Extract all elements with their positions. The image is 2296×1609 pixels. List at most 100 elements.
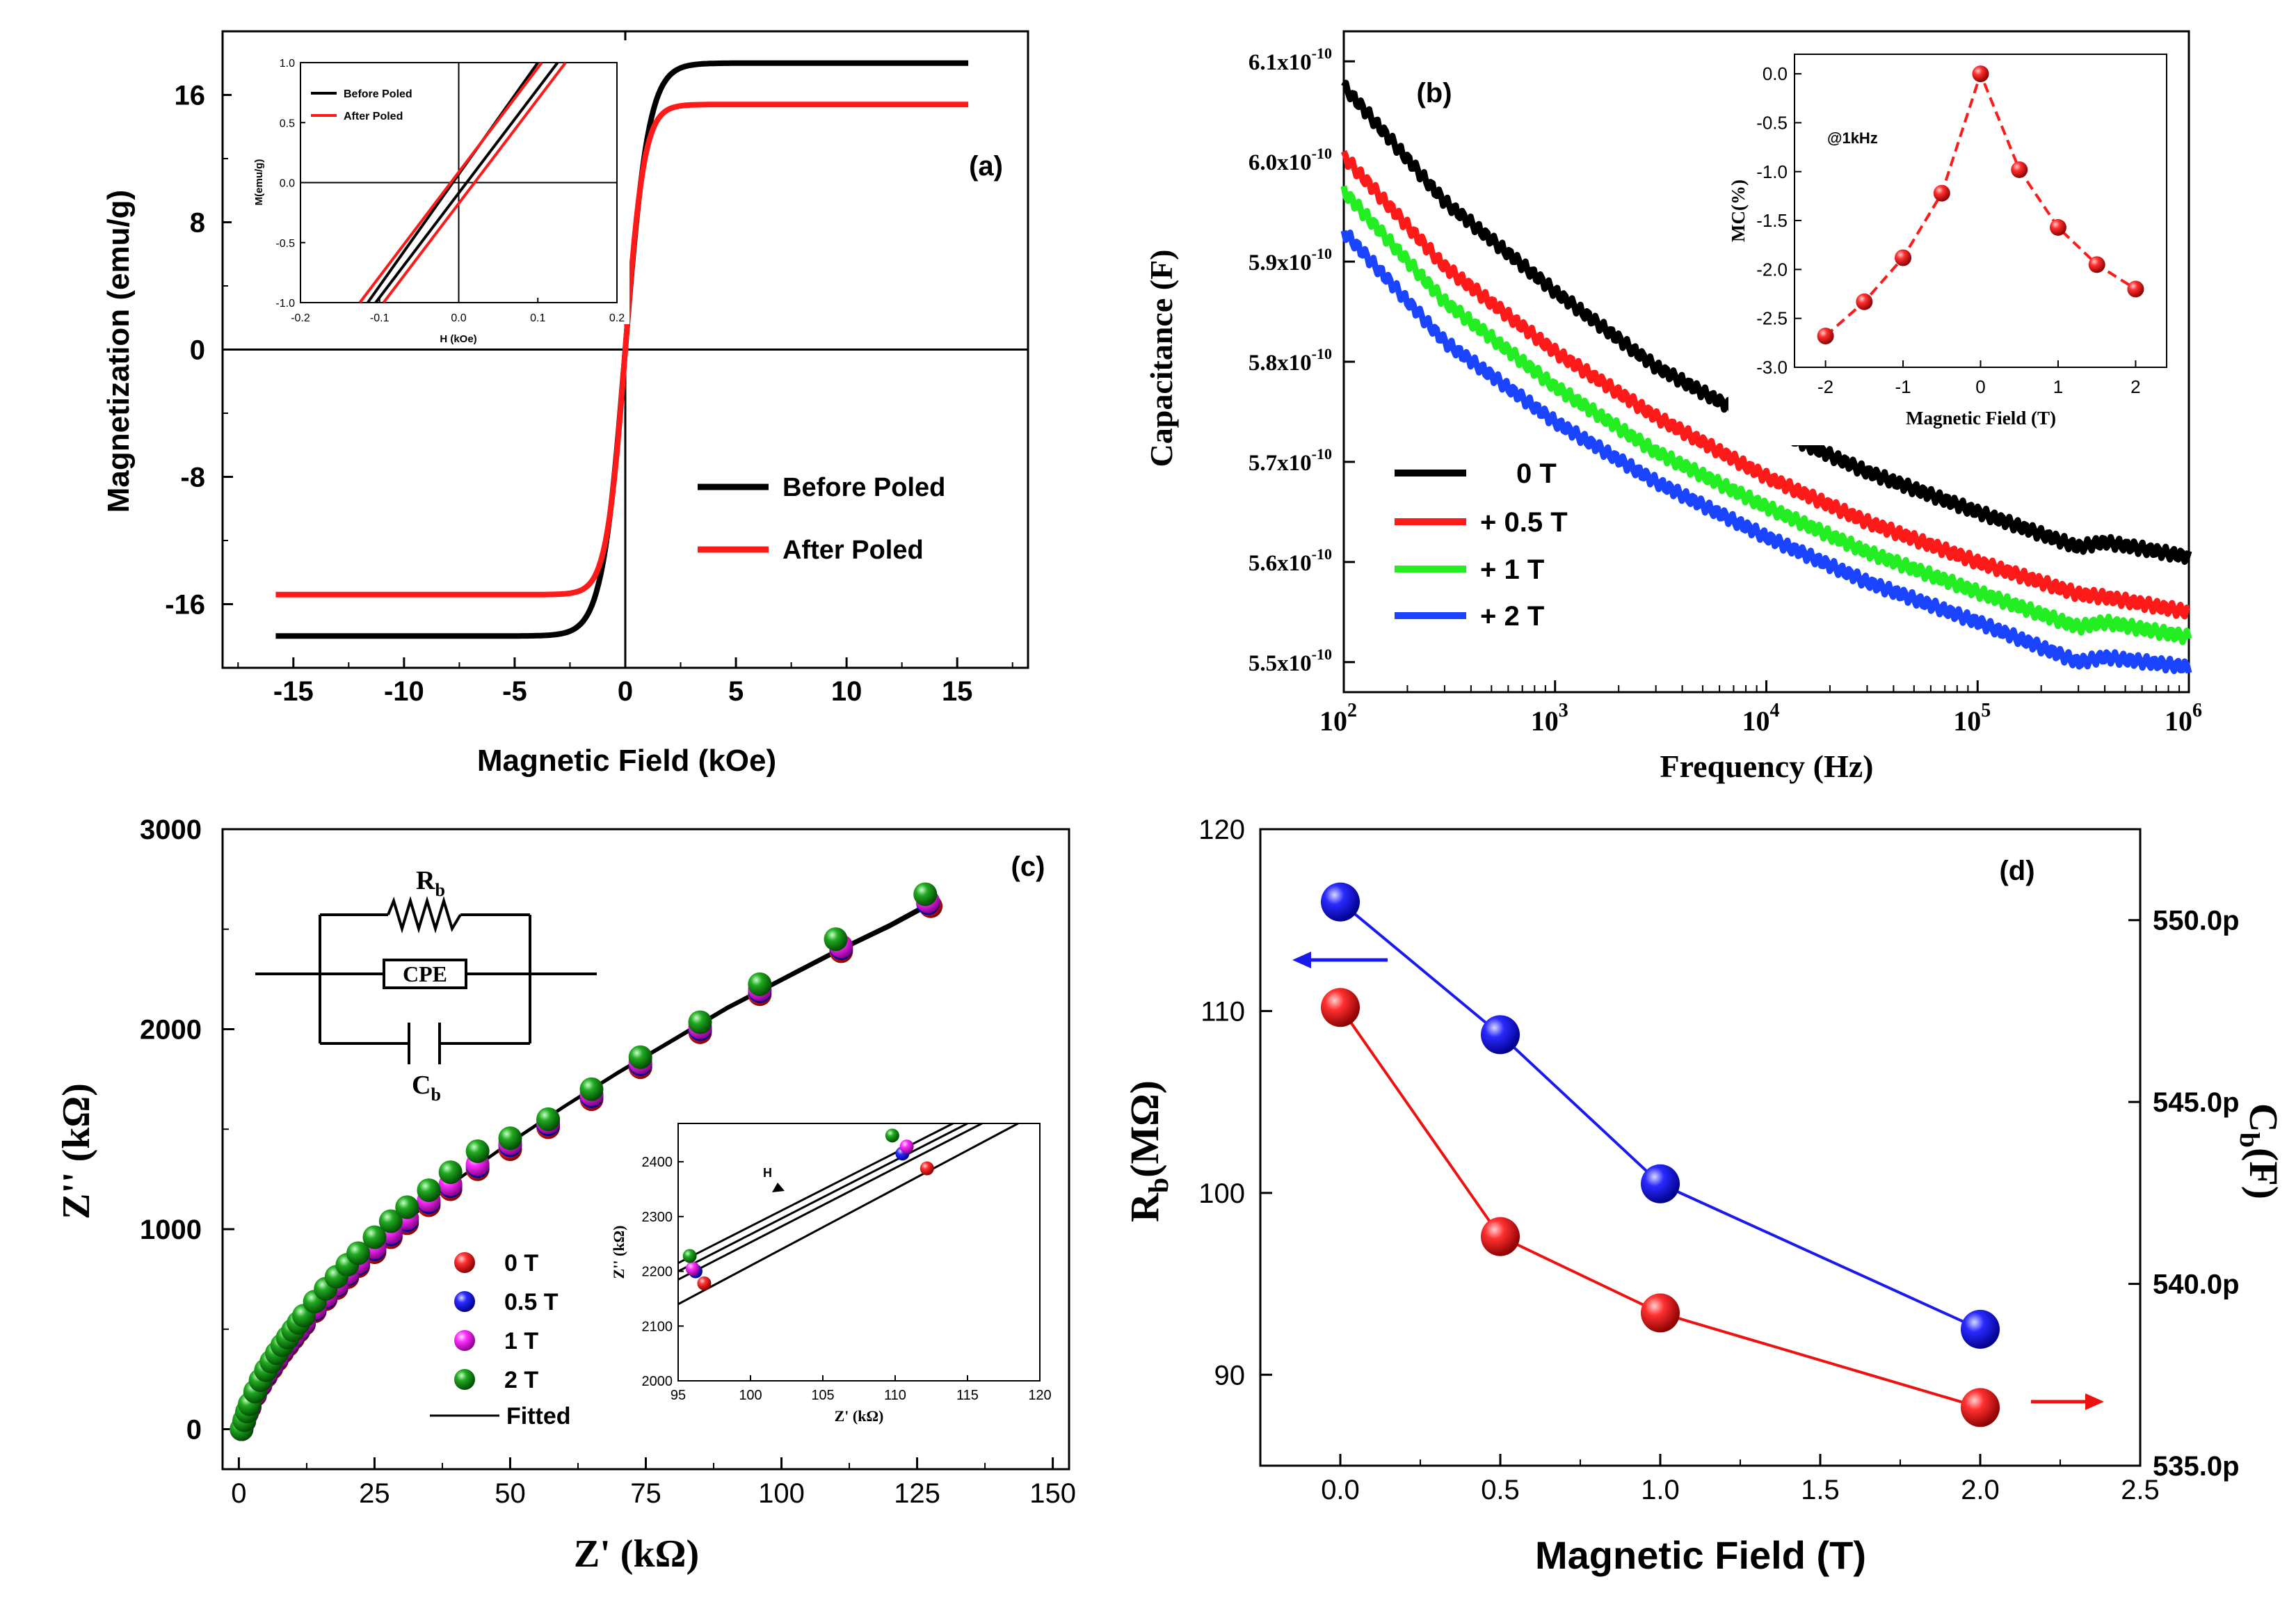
inset-y-tick-label: 0.0 [280,178,295,190]
x-tick-label: 103 [1531,700,1568,737]
circuit-label-rb-sub: b [435,880,444,900]
data-point-rb [1481,1015,1520,1055]
legend-marker-0-5t [454,1291,475,1312]
panel-d-y-ticks: 90 100 110 120 [1198,815,1272,1391]
panel-a-inset-y-axis-title: M(emu/g) [253,159,265,206]
panel-d-y2-axis-title-sub: b [2234,1132,2265,1148]
panel-b-label: (b) [1416,78,1452,109]
series-line-1-t [1340,185,2192,646]
inset-y-tick-label: -2.5 [1756,308,1788,329]
y2-tick-label: 550.0p [2153,906,2240,936]
arrow-right-icon [2085,1393,2104,1410]
panel-a-inset-zero-axes [300,63,617,303]
y-tick-label: 5.7x10-10 [1249,445,1332,476]
panel-b-inset-annotation: @1kHz [1827,129,1878,147]
panel-b-inset-series [1817,65,2144,344]
y-tick-label: 16 [175,81,206,111]
legend-label-before-poled: Before Poled [782,473,945,502]
resistor-symbol [387,896,462,934]
inset-fitted-line [677,1122,1019,1306]
panel-a-x-ticks: -15 -10 -5 0 5 10 15 [237,657,1013,707]
inset-y-tick-label: -3.0 [1756,357,1788,378]
legend-label-2t: + 2 T [1480,601,1544,632]
panel-a: -15 -10 -5 0 5 10 15 -16 -8 0 8 16 (a) Magnetic Fi… [102,30,1029,778]
y-tick-label: 1000 [140,1215,202,1245]
x-tick-label: 0.5 [1481,1475,1520,1505]
x-tick-label: 105 [1953,700,1991,737]
panel-b-inset-x-ticks: -2 -1 0 1 2 [1817,360,2141,397]
y-tick-label: 5.5x10-10 [1249,646,1332,676]
data-point-cb [1321,988,1360,1027]
panel-b-y-ticks: 5.5x10-10 5.6x10-10 5.7x10-10 5.8x10-10 5.9x… [1249,45,1355,676]
panel-c-inset-y-ticks: 2000 2100 2200 2300 2400 [642,1155,684,1389]
panel-d-x-axis-title: Magnetic Field (T) [1535,1533,1866,1577]
data-point-cb [1641,1293,1680,1333]
inset-y-tick-label: 1.0 [280,58,295,70]
inset-legend-label-before-poled: Before Poled [344,88,412,100]
inset-x-tick-label: -1 [1895,376,1911,397]
legend-marker-1t [454,1330,475,1351]
x-tick-label: 5 [728,676,744,707]
panel-c-inset-x-axis-title: Z' (kΩ) [835,1407,884,1425]
x-tick-label: 15 [942,676,973,707]
legend-label-fitted: Fitted [506,1403,571,1430]
circuit-label-rb-main: R [416,866,435,895]
y-tick-label: 0 [190,335,205,366]
x-tick-label: 0.0 [1321,1475,1360,1505]
x-tick-label: 0 [618,676,633,707]
data-point-cb [1961,1388,2000,1427]
inset-line-after-poled-branch-down [382,63,567,303]
panel-c-x-axis-title: Z' (kΩ) [574,1532,699,1576]
x-tick-label: 104 [1742,700,1780,737]
panel-b-inset-y-axis-title: MC(%) [1728,179,1749,242]
inset-x-tick-label: 1 [2053,376,2063,397]
x-tick-label: 150 [1029,1478,1076,1509]
x-tick-label: 2.0 [1961,1475,2000,1505]
data-point-cb [1481,1217,1520,1256]
panel-a-y-ticks: -16 -8 0 8 16 [165,31,233,669]
x-tick-label: 10 [831,676,862,707]
inset-y-tick-label: -1.0 [275,298,295,310]
legend-label-c-2t: 2 T [504,1367,538,1393]
inset-x-tick-label: -0.2 [291,312,310,324]
data-point-2-t [378,1209,403,1233]
inset-point-0-t [920,1161,934,1176]
y-tick-label: -8 [180,463,205,493]
x-tick-label: 125 [894,1478,940,1509]
inset-point-2-t [682,1249,697,1263]
inset-x-tick-label: 120 [1028,1388,1051,1403]
inset-y-tick-label: 2400 [642,1155,673,1170]
legend-label-c-1t: 1 T [504,1328,538,1354]
panel-d: 0.0 0.5 1.0 1.5 2.0 2.5 90 100 110 120 535.0p 540… [1122,815,2286,1577]
y-tick-label: 6.0x10-10 [1249,145,1332,175]
y-tick-label: 3000 [140,815,202,845]
panel-d-y2-axis-title-main: C [2241,1103,2286,1132]
panel-a-legend: Before Poled After Poled [698,473,945,565]
panel-c-inset-lines [677,1122,1019,1306]
panel-d-y-axis-title-main: R [1122,1192,1167,1222]
inset-point-2-t [885,1128,899,1143]
y-tick-label: 6.1x10-10 [1249,45,1332,75]
inset-x-tick-label: 0.2 [609,312,625,324]
y-tick-label: 90 [1214,1360,1246,1391]
inset-point-1-t [685,1261,700,1276]
data-point-2-t [346,1241,371,1265]
x-tick-label: 25 [359,1478,390,1509]
panel-c-label: (c) [1011,851,1045,882]
panel-c-inset: 95 100 105 110 115 120 2000 2100 2200 2300 2400 H… [610,1106,1052,1426]
data-point-2-t [748,972,772,996]
panel-b-inset-y-ticks: -3.0 -2.5 -2.0 -1.5 -1.0 -0.5 0.0 [1756,63,1801,378]
y2-tick-label: 540.0p [2153,1270,2240,1300]
panel-a-x-axis-title: Magnetic Field (kOe) [477,744,776,778]
x-tick-label: 106 [2165,700,2202,737]
circuit-label-cb-sub: b [431,1084,440,1105]
right-axis-arrow [2031,1393,2104,1410]
x-tick-label: -10 [384,676,424,707]
left-axis-arrow [1292,952,1388,968]
panel-d-y-axis-title-sub: b [1143,1178,1174,1193]
legend-marker-0t [454,1252,475,1273]
panel-c-x-ticks: 0 25 50 75 100 125 150 [231,1457,1076,1509]
series-line-2-t [1340,230,2192,674]
data-point-2-t [628,1045,652,1069]
inset-x-tick-label: 0 [1975,376,1985,397]
